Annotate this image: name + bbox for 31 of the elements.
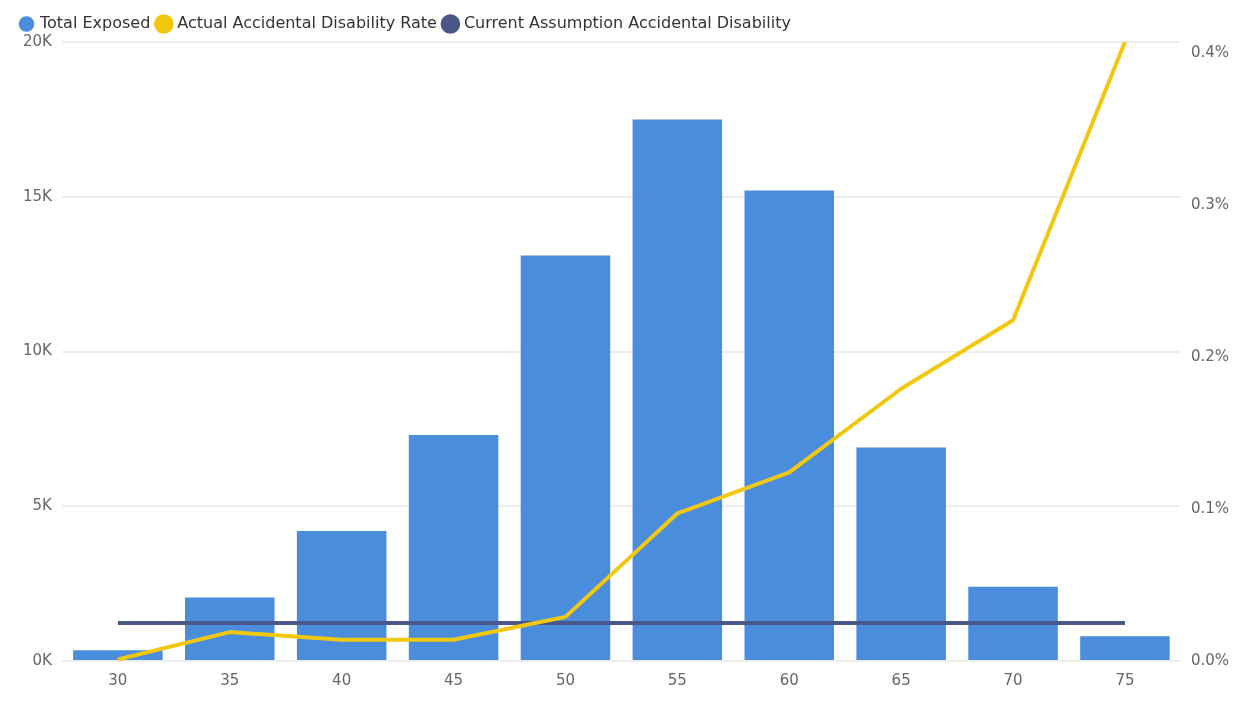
bar <box>408 435 499 660</box>
x-tick-label: 65 <box>891 670 911 689</box>
bar <box>968 586 1058 660</box>
x-tick-label: 30 <box>108 670 128 689</box>
x-tick-label: 50 <box>555 670 576 689</box>
y-tick-label: 5K <box>32 496 54 515</box>
x-tick-label: 70 <box>1003 670 1023 689</box>
y2-tick-label: 0.1% <box>1190 498 1229 517</box>
y2-tick-label: 0.2% <box>1190 346 1229 365</box>
x-tick-label: 40 <box>332 670 352 689</box>
legend-label: Actual Accidental Disability Rate <box>177 13 437 33</box>
bar <box>1080 636 1170 660</box>
x-tick-label: 35 <box>220 670 240 689</box>
y-tick-label: 20K <box>22 31 54 50</box>
y2-tick-label: 0.0% <box>1190 650 1229 669</box>
x-tick-label: 60 <box>779 670 799 689</box>
bar <box>296 531 387 660</box>
y2-tick-label: 0.3% <box>1190 194 1229 213</box>
bar <box>632 119 723 660</box>
bar <box>520 255 611 660</box>
bar <box>856 447 946 660</box>
legend-label: Current Assumption Accidental Disability <box>463 13 791 33</box>
x-tick-label: 45 <box>444 670 464 689</box>
x-tick-label: 75 <box>1115 670 1135 689</box>
y-tick-label: 0K <box>32 650 54 669</box>
y-tick-label: 15K <box>22 186 54 205</box>
y-tick-label: 10K <box>22 341 54 360</box>
x-tick-label: 55 <box>667 670 687 689</box>
y2-tick-label: 0.4% <box>1190 42 1229 61</box>
legend-label: Total Exposed <box>39 13 151 33</box>
bar <box>744 190 835 660</box>
